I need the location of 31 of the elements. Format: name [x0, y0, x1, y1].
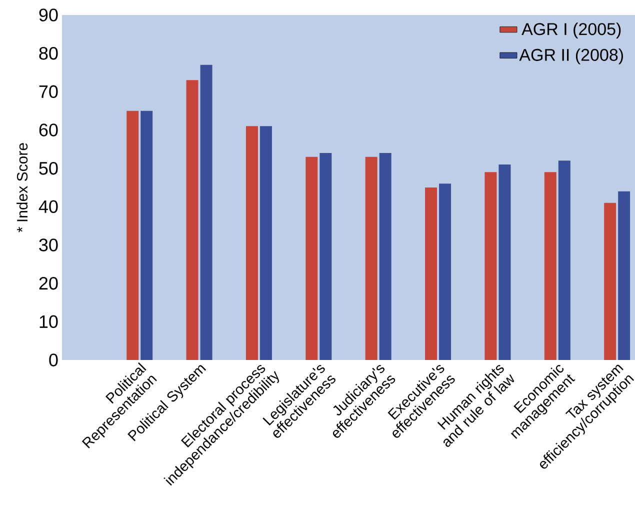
bar: [320, 152, 332, 360]
bar: [484, 172, 497, 360]
y-tick-label: 30: [39, 238, 58, 252]
y-tick-label: 80: [39, 46, 58, 60]
bar: [604, 202, 616, 360]
bar: [306, 156, 318, 360]
bar: [365, 156, 378, 360]
y-tick-label: 20: [39, 276, 58, 290]
bar: [618, 191, 630, 360]
y-tick-label: 40: [38, 200, 58, 214]
y-tick-label: 70: [39, 85, 58, 98]
bar: [379, 152, 392, 360]
bar: [246, 126, 258, 360]
legend-label: AGR II (2008): [519, 48, 623, 64]
y-axis-title: * Index Score: [16, 143, 28, 232]
bar: [425, 187, 438, 360]
bar: [498, 164, 511, 360]
bar: [544, 172, 556, 360]
y-tick-label: 90: [39, 8, 58, 22]
y-tick-label: 50: [39, 162, 58, 175]
bar: [558, 160, 570, 360]
bar: [140, 110, 153, 360]
legend-label: AGR I (2005): [522, 22, 621, 38]
y-tick-label: 60: [39, 124, 58, 136]
y-tick-label: 10: [40, 315, 58, 328]
bar: [260, 126, 272, 360]
bar: [186, 80, 198, 360]
y-tick-label: 0: [49, 354, 58, 366]
bar: [439, 184, 452, 360]
bar: [200, 64, 212, 360]
bar: [126, 110, 139, 360]
